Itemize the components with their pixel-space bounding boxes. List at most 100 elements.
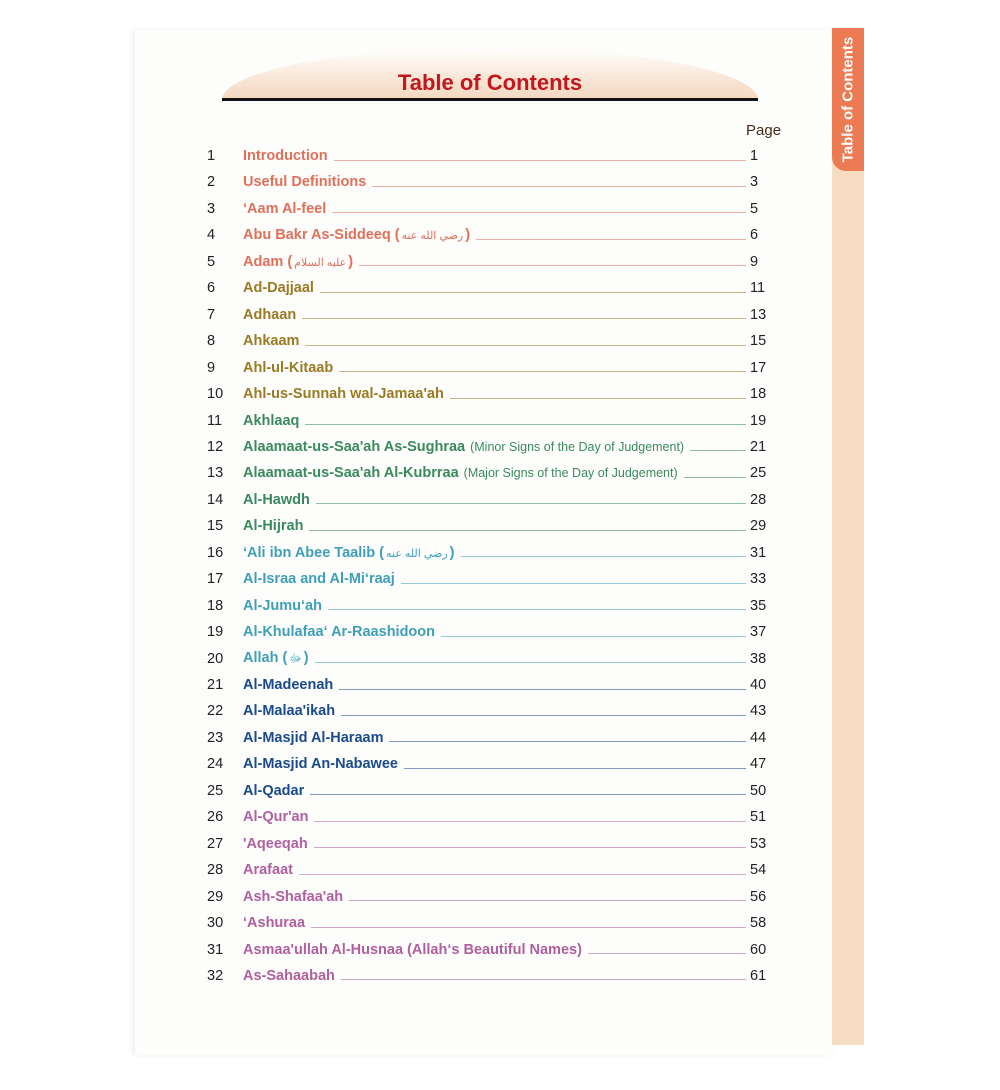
entry-number: 22: [207, 703, 224, 720]
entry-page: 50: [750, 782, 767, 799]
leader-line: [310, 794, 746, 796]
entry-title-text: As-Sahaabah: [243, 967, 335, 984]
entry-title: Al-Hawdh: [243, 492, 310, 508]
toc-entry[interactable]: 30 ‘Ashuraa 58: [200, 911, 790, 935]
entry-title-text: Al-Qur'an: [243, 809, 309, 826]
side-tab-label: Table of Contents: [839, 36, 857, 163]
entry-title: Ad-Dajjaal: [243, 280, 314, 296]
entry-number: 16: [207, 544, 224, 561]
leader-line: [302, 318, 746, 320]
leader-line: [319, 291, 746, 293]
toc-entry[interactable]: 26 Al-Qur'an 51: [200, 805, 790, 829]
entry-page: 54: [750, 862, 767, 879]
leader-line: [341, 714, 746, 716]
entry-page: 56: [750, 888, 767, 905]
toc-entry[interactable]: 14 Al-Hawdh 28: [200, 488, 790, 512]
entry-page: 1: [750, 148, 759, 164]
entry-title: 'Aqeeqah: [243, 836, 308, 852]
entry-number: 12: [207, 438, 224, 455]
entry-number: 30: [207, 915, 224, 932]
entry-title-text: Abu Bakr As-Siddeeq (: [243, 227, 400, 244]
toc-entry[interactable]: 17 Al-Israa and Al-Mi‘raaj 33: [200, 567, 790, 591]
entry-subtitle: (Major Signs of the Day of Judgement): [463, 466, 678, 481]
leader-line: [314, 820, 746, 822]
entry-title-text: Alaamaat-us-Saa'ah Al-Kubrraa: [243, 465, 459, 482]
toc-entry[interactable]: 22 Al-Malaa'ikah 43: [200, 699, 790, 723]
entry-title-text: Adhaan: [243, 306, 297, 323]
toc-entry[interactable]: 9 Ahl-ul-Kitaab 17: [200, 356, 790, 380]
toc-entry[interactable]: 12 Alaamaat-us-Saa'ah As-Sughraa (Minor S…: [200, 435, 790, 459]
toc-entry[interactable]: 23 Al-Masjid Al-Haraam 44: [200, 726, 790, 750]
entry-page: 19: [750, 412, 767, 429]
entry-page: 44: [750, 729, 767, 746]
toc-entry[interactable]: 21 Al-Madeenah 40: [200, 673, 790, 697]
toc-entry[interactable]: 3 ‘Aam Al-feel 5: [200, 197, 790, 221]
toc-entry[interactable]: 16 ‘Ali ibn Abee Taalib (رضي الله عنه) 3…: [200, 541, 790, 565]
toc-entry[interactable]: 6 Ad-Dajjaal 11: [200, 276, 790, 300]
toc-entry[interactable]: 24 Al-Masjid An-Nabawee 47: [200, 752, 790, 776]
toc-entry[interactable]: 32 As-Sahaabah 61: [200, 964, 790, 988]
entry-title-text: Adam (: [243, 253, 293, 270]
toc-entry[interactable]: 2 Useful Definitions 3: [200, 170, 790, 194]
entry-title-text: Al-Malaa'ikah: [243, 703, 336, 720]
toc-entry[interactable]: 18 Al-Jumu‘ah 35: [200, 594, 790, 618]
entry-number: 14: [207, 491, 224, 508]
side-strip: [832, 28, 864, 1045]
leader-line: [683, 476, 746, 478]
toc-entry[interactable]: 25 Al-Qadar 50: [200, 779, 790, 803]
entry-page: 31: [750, 544, 767, 561]
entry-number: 5: [207, 253, 216, 270]
toc-entry[interactable]: 20 Allah (ﷻ) 38: [200, 647, 790, 671]
entry-title-text: Ahl-ul-Kitaab: [243, 359, 334, 376]
entry-title: Ahkaam: [243, 333, 299, 349]
entry-title-text: ‘Ali ibn Abee Taalib (: [243, 544, 384, 561]
toc-entry[interactable]: 4 Abu Bakr As-Siddeeq (رضي الله عنه) 6: [200, 223, 790, 247]
entry-number: 20: [207, 650, 224, 667]
leader-line: [305, 344, 746, 346]
leader-line: [339, 688, 746, 690]
entry-page: 13: [750, 306, 767, 323]
entry-number: 8: [207, 333, 216, 350]
toc-entry[interactable]: 15 Al-Hijrah 29: [200, 514, 790, 538]
entry-title: Arafaat: [243, 862, 293, 878]
close-paren: ): [303, 649, 309, 666]
entry-page: 29: [750, 518, 767, 535]
entry-title-text: 'Aqeeqah: [243, 835, 308, 852]
toc-entry[interactable]: 13 Alaamaat-us-Saa'ah Al-Kubrraa (Major S…: [200, 461, 790, 485]
leader-line: [400, 582, 746, 584]
toc-entry[interactable]: 1 Introduction 1: [200, 144, 790, 168]
entry-title: Useful Definitions: [243, 174, 366, 190]
entry-title-text: Allah (: [243, 649, 288, 666]
entry-title-text: Alaamaat-us-Saa'ah As-Sughraa: [243, 438, 466, 455]
honorific: رضي الله عنه: [401, 230, 464, 243]
leader-line: [476, 238, 746, 240]
toc-entry[interactable]: 27 'Aqeeqah 53: [200, 832, 790, 856]
entry-title: Al-Khulafaa‘ Ar-Raashidoon: [243, 624, 435, 640]
entry-page: 11: [750, 280, 766, 297]
entry-title: Ahl-us-Sunnah wal-Jamaa'ah: [243, 386, 444, 402]
entry-number: 7: [207, 306, 216, 323]
entry-page: 5: [750, 200, 759, 217]
toc-entry[interactable]: 10 Ahl-us-Sunnah wal-Jamaa'ah 18: [200, 382, 790, 406]
leader-line: [339, 371, 746, 373]
entry-number: 2: [207, 174, 216, 191]
toc-entry[interactable]: 8 Ahkaam 15: [200, 329, 790, 353]
entry-title-text: Ad-Dajjaal: [243, 280, 314, 297]
entry-title-text: Asmaa'ullah Al-Husnaa (Allah‘s Beautiful…: [243, 941, 582, 958]
toc-entry[interactable]: 28 Arafaat 54: [200, 858, 790, 882]
toc-entry[interactable]: 11 Akhlaaq 19: [200, 409, 790, 433]
toc-entry[interactable]: 5 Adam (عليه السلام) 9: [200, 250, 790, 274]
toc-entry[interactable]: 31 Asmaa'ullah Al-Husnaa (Allah‘s Beauti…: [200, 938, 790, 962]
entry-title-text: Introduction: [243, 148, 328, 164]
entry-number: 13: [207, 465, 224, 482]
entry-page: 18: [750, 386, 767, 403]
toc-entry[interactable]: 7 Adhaan 13: [200, 303, 790, 327]
entry-page: 53: [750, 835, 767, 852]
toc-entry[interactable]: 19 Al-Khulafaa‘ Ar-Raashidoon 37: [200, 620, 790, 644]
entry-title: Adam (عليه السلام): [243, 254, 353, 270]
entry-title: Al-Malaa'ikah: [243, 703, 335, 719]
side-tab: Table of Contents: [832, 28, 864, 171]
leader-line: [311, 926, 746, 928]
entry-title-text: Arafaat: [243, 862, 293, 879]
toc-entry[interactable]: 29 Ash-Shafaa'ah 56: [200, 885, 790, 909]
